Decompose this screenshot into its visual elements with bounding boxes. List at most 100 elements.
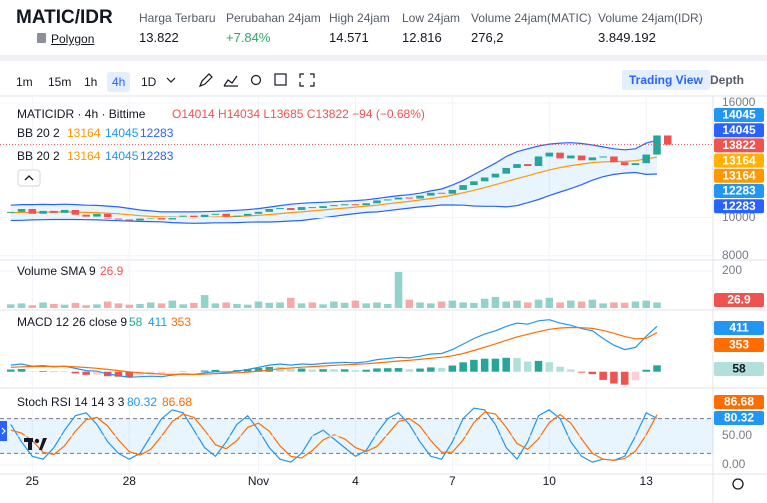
side-tab[interactable] bbox=[0, 421, 7, 441]
candle bbox=[556, 152, 564, 159]
volume-bar bbox=[319, 304, 327, 308]
volume-bar bbox=[93, 304, 101, 308]
volume-bar bbox=[190, 302, 198, 308]
price-badge-label: 14045 bbox=[722, 123, 756, 137]
volume-bar bbox=[437, 301, 446, 308]
interval-button[interactable]: 1m bbox=[16, 75, 33, 89]
candle bbox=[330, 205, 338, 207]
candle bbox=[663, 135, 672, 145]
volume-bar bbox=[534, 299, 543, 308]
collapse-button[interactable] bbox=[17, 169, 41, 187]
axis-settings[interactable] bbox=[732, 478, 744, 490]
volume-bar bbox=[577, 301, 586, 308]
interval-button[interactable]: 1h bbox=[84, 75, 98, 89]
legend-text: 13164 bbox=[67, 149, 101, 163]
candle bbox=[405, 197, 414, 199]
volume-bar bbox=[200, 295, 209, 308]
bb-basis bbox=[10, 156, 658, 219]
volume-bar bbox=[599, 303, 607, 308]
interval-button[interactable]: 4h bbox=[107, 72, 131, 92]
price-badge-label: 26.9 bbox=[727, 293, 751, 307]
histogram-bar bbox=[534, 360, 543, 372]
volume-bar bbox=[502, 301, 510, 308]
volume-bar bbox=[427, 303, 435, 308]
interval-button[interactable]: 15m bbox=[48, 75, 72, 89]
histogram-bar bbox=[631, 371, 640, 381]
candle bbox=[383, 199, 392, 201]
view-button[interactable]: Depth bbox=[710, 73, 744, 87]
volume-bar bbox=[17, 303, 26, 308]
histogram-bar bbox=[405, 369, 414, 372]
candle bbox=[114, 218, 123, 220]
volume-bar bbox=[28, 305, 37, 308]
histogram-bar bbox=[222, 370, 230, 372]
settings-icon[interactable] bbox=[250, 74, 262, 86]
price-badge-label: 80.32 bbox=[724, 411, 754, 425]
collapse-icon bbox=[24, 175, 34, 181]
price-badge-label: 86.68 bbox=[724, 395, 754, 409]
candle bbox=[513, 164, 521, 168]
toolbar-icons bbox=[166, 73, 315, 88]
x-tick-label: 25 bbox=[26, 474, 40, 488]
interval-button[interactable]: 1D bbox=[141, 75, 157, 89]
volume-bar bbox=[157, 303, 166, 308]
candle bbox=[459, 185, 467, 190]
indicator-icon[interactable] bbox=[223, 75, 238, 87]
volume-bar bbox=[513, 300, 521, 308]
price-series bbox=[7, 135, 672, 224]
histogram-bar bbox=[427, 367, 435, 372]
candle bbox=[502, 167, 510, 174]
x-tick-label: 13 bbox=[640, 474, 654, 488]
stoch-line bbox=[10, 411, 658, 461]
histogram-bar bbox=[276, 366, 284, 372]
histogram-bar bbox=[620, 371, 629, 385]
price-badge-label: 353 bbox=[729, 338, 749, 352]
stat-label: Harga Terbaru bbox=[139, 11, 216, 25]
stat-value: 13.822 bbox=[139, 30, 179, 45]
legend-text: 86.68 bbox=[162, 395, 192, 409]
histogram-bar bbox=[545, 362, 554, 372]
histogram-bar bbox=[459, 362, 467, 372]
histogram-bar bbox=[168, 371, 177, 373]
candle bbox=[610, 156, 618, 163]
candle bbox=[7, 211, 15, 213]
candle bbox=[480, 177, 489, 182]
volume-bar bbox=[265, 302, 274, 308]
candle bbox=[427, 192, 435, 196]
candle bbox=[71, 209, 80, 215]
histogram-bar bbox=[114, 371, 123, 377]
candle bbox=[50, 210, 58, 213]
coin-name[interactable]: Polygon bbox=[51, 32, 95, 46]
candle bbox=[620, 162, 629, 166]
interval-menu[interactable] bbox=[166, 77, 176, 83]
y-tick-label: 0.00 bbox=[722, 457, 746, 471]
histogram-bar bbox=[71, 371, 80, 374]
candle bbox=[534, 156, 543, 167]
price-badge bbox=[714, 184, 764, 198]
view-button[interactable]: Trading View bbox=[622, 70, 710, 90]
volume-bar bbox=[653, 302, 661, 308]
volume-bar bbox=[233, 303, 241, 308]
histogram-bar bbox=[448, 365, 457, 372]
fullscreen-icon[interactable] bbox=[299, 73, 315, 87]
histogram-bar bbox=[567, 369, 575, 372]
x-tick-label: 10 bbox=[543, 474, 557, 488]
histogram-bar bbox=[588, 371, 597, 375]
save-icon[interactable] bbox=[274, 73, 287, 86]
legend-text: 26.9 bbox=[100, 264, 124, 278]
histogram-bar bbox=[308, 369, 317, 372]
volume-bar bbox=[394, 271, 403, 308]
stat-value: 3.849.192 bbox=[598, 30, 656, 45]
volume-bar bbox=[523, 302, 532, 308]
histogram-bar bbox=[513, 357, 521, 372]
side-tab-icon bbox=[1, 427, 6, 435]
volume-bar bbox=[222, 302, 230, 308]
x-tick-label: 7 bbox=[449, 474, 456, 488]
candle bbox=[17, 209, 26, 212]
y-tick-label: 200 bbox=[722, 263, 742, 277]
draw-icon[interactable] bbox=[198, 73, 213, 88]
price-badge-label: 58 bbox=[732, 362, 746, 376]
